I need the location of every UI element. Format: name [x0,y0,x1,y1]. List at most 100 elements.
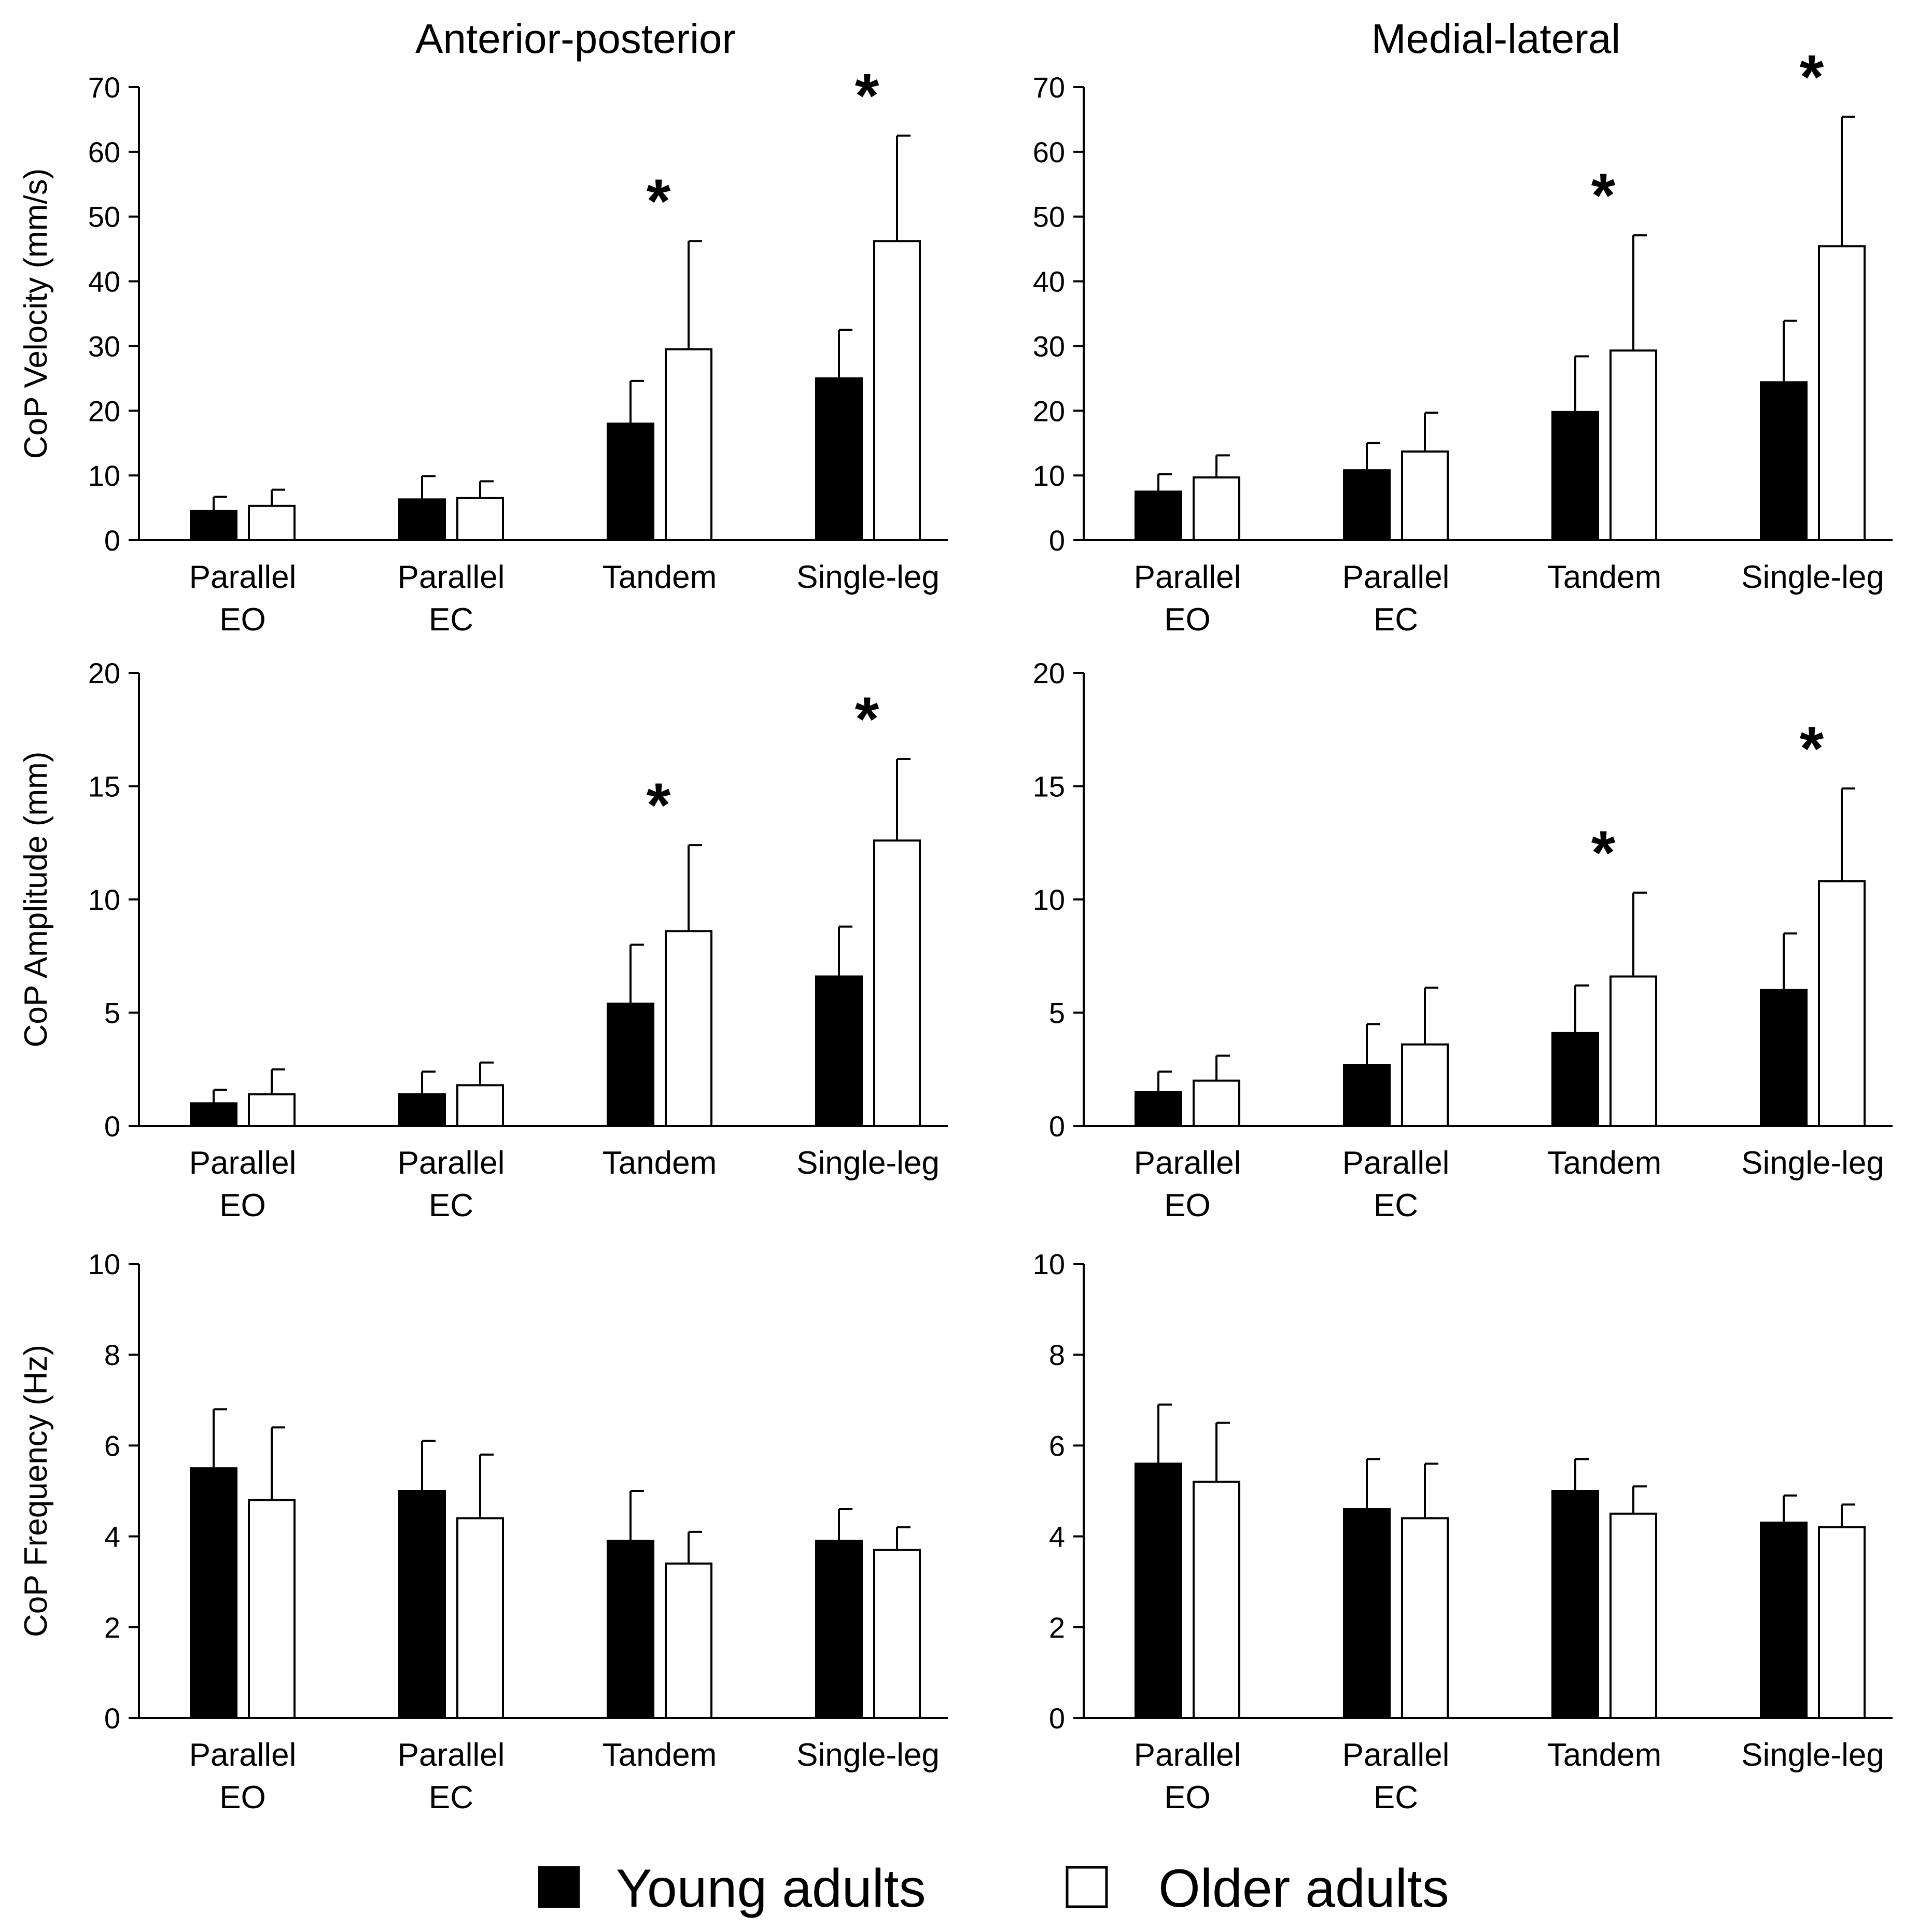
bar-older [873,240,921,542]
bar-older [1818,880,1866,1128]
y-tick-label: 20 [1033,395,1065,427]
y-tick-label: 60 [1033,136,1065,168]
bar-older [1609,349,1657,541]
bar-older [1401,1517,1449,1720]
y-tick-label: 20 [88,657,120,689]
legend-swatch-older [1066,1866,1108,1908]
bar-older [1401,450,1449,542]
bar-young [398,498,446,542]
category-label: Parallel [1134,1737,1241,1773]
category-label: Parallel [189,1145,297,1181]
y-tick-label: 5 [1049,997,1065,1030]
y-tick-label: 2 [104,1611,120,1644]
category-label: EO [1164,602,1211,638]
y-tick-label: 4 [1049,1520,1065,1553]
y-tick-label: 50 [88,201,120,233]
y-axis-label: CoP Amplitude (mm) [18,752,54,1048]
category-label: Tandem [1547,559,1662,595]
bar-older [873,1548,921,1719]
significance-star: * [647,770,671,840]
bar-young [607,1003,654,1128]
y-tick-label: 10 [1033,1248,1065,1280]
bar-young [1551,1490,1599,1719]
category-label: Single-leg [1741,559,1884,595]
y-tick-label: 0 [1049,1110,1065,1143]
y-tick-label: 8 [1049,1339,1065,1371]
category-label: EC [1374,602,1418,638]
bar-older [665,1562,712,1719]
legend-label-young: Young adults [616,1858,926,1919]
category-label: Single-leg [796,559,940,595]
bar-young [190,1467,237,1719]
category-label: Parallel [398,1737,505,1773]
y-tick-label: 10 [88,459,120,492]
significance-star: * [1800,714,1824,783]
bar-older [456,1084,504,1128]
bar-older [248,1499,296,1720]
y-tick-label: 60 [88,136,120,168]
significance-star: * [1591,818,1616,888]
bar-young [1135,1091,1182,1127]
bar-young [398,1093,446,1128]
bar-young [190,510,237,541]
significance-star: * [647,166,671,236]
y-tick-label: 40 [1033,265,1065,298]
bar-older [1193,1079,1240,1128]
legend: Young adults Older adults [538,1858,1449,1919]
bar-older [665,348,712,542]
y-tick-label: 6 [1049,1429,1065,1462]
category-label: EO [219,1780,266,1815]
chart-velocity-ml: 0 10 20 30 40 50 60 70 Parallel EO Parallel EC * Tand… [1033,42,1893,638]
y-tick-label: 50 [1033,201,1065,233]
legend-swatch-young [538,1866,580,1908]
bar-young [1551,411,1599,541]
legend-label-older: Older adults [1158,1858,1449,1919]
chart-frequency-ml: 0 2 4 6 8 10 Parallel EO Parallel EC Tandem Single-… [1033,1248,1893,1815]
bar-young [1760,1522,1808,1720]
significance-star: * [855,61,879,131]
category-label: Tandem [1547,1145,1662,1181]
bar-young [1760,989,1808,1128]
chart-amplitude-ap: 0 5 10 15 20 CoP Amplitude (mm) Parallel EO Para… [18,657,948,1223]
bar-young [1343,469,1391,542]
bar-older [1609,975,1657,1127]
y-tick-label: 30 [88,330,120,362]
y-tick-label: 20 [1033,657,1065,689]
category-label: EO [1164,1188,1211,1223]
bar-young [1760,381,1808,541]
category-label: EC [429,1188,473,1223]
y-tick-label: 10 [88,1248,120,1280]
y-tick-label: 5 [104,997,120,1030]
category-label: Tandem [603,1145,717,1181]
category-label: Parallel [398,1145,505,1181]
category-label: Single-leg [1741,1737,1884,1773]
y-tick-label: 10 [1033,459,1065,492]
category-label: Parallel [1134,1145,1241,1181]
category-label: Parallel [1342,1145,1450,1181]
y-tick-label: 70 [1033,71,1065,104]
bar-young [1551,1032,1599,1127]
y-tick-label: 20 [88,395,120,427]
bar-older [1401,1043,1449,1128]
category-label: Parallel [1342,559,1450,595]
category-label: Parallel [1342,1737,1450,1773]
category-label: EC [1374,1188,1418,1223]
bar-young [815,975,863,1127]
bar-older [456,1517,504,1720]
bar-young [815,377,863,541]
chart-velocity-ap: 0 10 20 30 40 50 60 70 CoP Velocity (mm/s) Parall… [18,61,948,638]
y-tick-label: 0 [104,524,120,557]
category-label: Single-leg [796,1737,940,1773]
y-axis-label: CoP Velocity (mm/s) [18,168,54,459]
bar-young [1135,1462,1182,1719]
bar-older [1193,1481,1240,1719]
y-tick-label: 0 [104,1702,120,1735]
category-label: EO [219,1188,266,1223]
category-label: Tandem [1547,1737,1662,1773]
category-label: EC [1374,1780,1418,1815]
bar-older [1818,245,1866,541]
bar-young [607,423,654,541]
y-tick-label: 6 [104,1429,120,1462]
